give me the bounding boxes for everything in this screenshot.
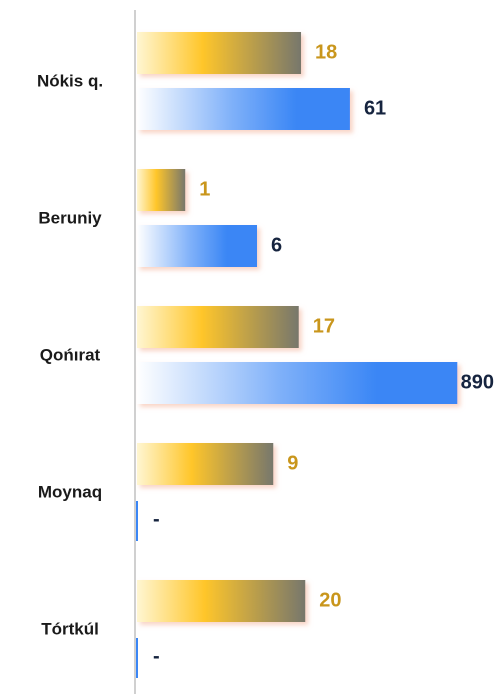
bar xyxy=(137,88,350,130)
bar xyxy=(137,169,186,211)
value-label: 890 xyxy=(461,371,494,393)
bar xyxy=(137,225,258,267)
bar xyxy=(137,443,274,485)
value-label: 61 xyxy=(364,97,386,119)
value-label: 17 xyxy=(313,315,335,337)
category-label: Moynaq xyxy=(38,482,102,501)
value-label: 9 xyxy=(287,452,298,474)
category-label: Qońırat xyxy=(40,345,101,364)
value-label: - xyxy=(153,508,160,530)
bar xyxy=(137,32,302,74)
value-label: 18 xyxy=(315,41,337,63)
bar xyxy=(137,580,306,622)
category-label: Nókis q. xyxy=(37,71,103,90)
value-label: - xyxy=(153,645,160,667)
category-label: Beruniy xyxy=(38,208,102,227)
value-label: 20 xyxy=(319,589,341,611)
bar xyxy=(137,362,458,404)
value-label: 1 xyxy=(199,178,210,200)
value-label: 6 xyxy=(271,234,282,256)
category-label: Tórtkúl xyxy=(41,619,99,638)
bar xyxy=(137,306,299,348)
